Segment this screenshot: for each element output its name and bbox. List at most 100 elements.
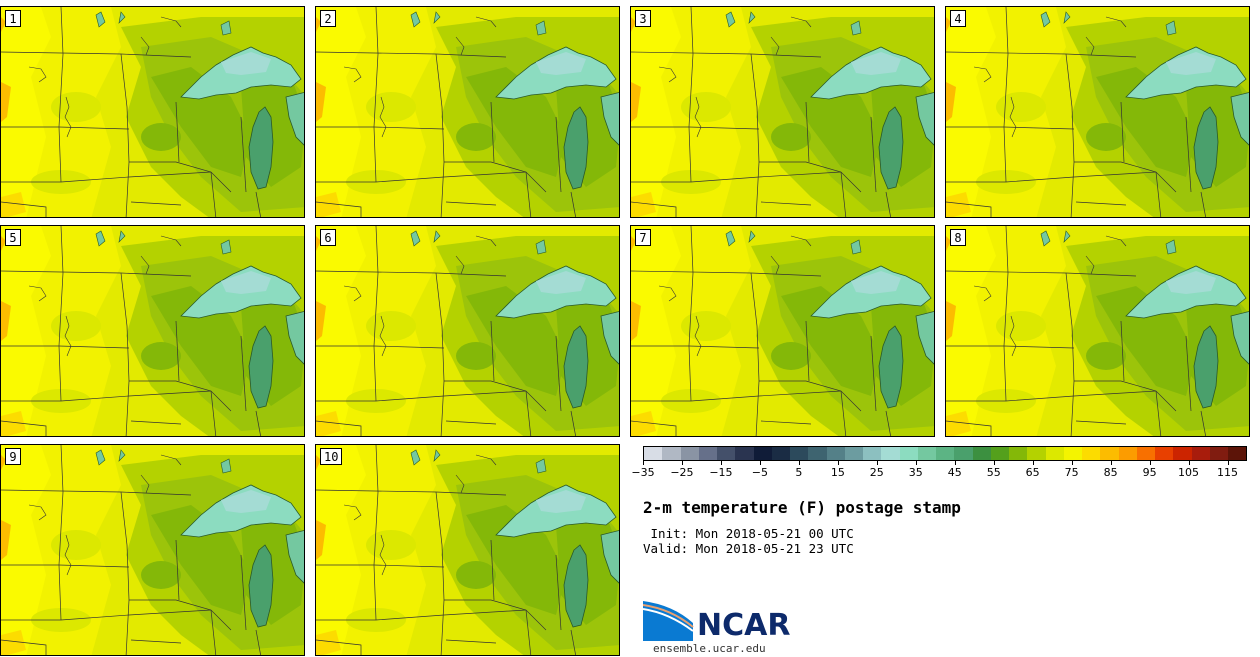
colorbar-swatch	[990, 447, 1009, 460]
colorbar-tick-label: −5	[751, 466, 768, 479]
colorbar-tick-label: 65	[1025, 466, 1040, 479]
colorbar-swatch	[644, 447, 663, 460]
logo-wordmark: NCAR	[697, 608, 791, 643]
ensemble-panel-3: 3	[630, 6, 935, 218]
ensemble-panel-6: 6	[315, 225, 620, 437]
colorbar-swatch	[881, 447, 900, 460]
colorbar-tick-label: 45	[947, 466, 962, 479]
ensemble-panel-8: 8	[945, 225, 1250, 437]
panel-number: 8	[950, 229, 966, 246]
panel-number: 4	[950, 10, 966, 27]
colorbar-swatch	[863, 447, 882, 460]
temperature-colorbar	[643, 446, 1247, 461]
colorbar-swatch	[698, 447, 717, 460]
ensemble-panel-1: 1	[0, 6, 305, 218]
colorbar-tick	[915, 461, 917, 465]
colorbar-tick	[1110, 461, 1112, 465]
colorbar-tick	[643, 461, 644, 465]
colorbar-tick-label: 95	[1142, 466, 1157, 479]
colorbar-swatch	[1118, 447, 1137, 460]
colorbar-swatch	[771, 447, 790, 460]
panel-number: 1	[5, 10, 21, 27]
panel-number: 2	[320, 10, 336, 27]
colorbar-swatch	[1209, 447, 1228, 460]
colorbar-swatch	[1136, 447, 1155, 460]
colorbar-tick	[993, 461, 995, 465]
colorbar-tick	[1149, 461, 1151, 465]
colorbar-tick-label: 75	[1064, 466, 1079, 479]
temperature-map	[316, 226, 619, 436]
colorbar-swatch	[1082, 447, 1101, 460]
colorbar-tick	[681, 461, 683, 465]
colorbar-swatch	[1063, 447, 1082, 460]
colorbar-swatch	[662, 447, 681, 460]
ensemble-panel-7: 7	[630, 225, 935, 437]
colorbar-swatch	[844, 447, 863, 460]
colorbar-swatch	[1045, 447, 1064, 460]
temperature-map	[316, 7, 619, 217]
colorbar-swatch	[1027, 447, 1046, 460]
colorbar-tick-label: −35	[631, 466, 655, 479]
colorbar-tick-label: 25	[869, 466, 884, 479]
colorbar-swatch	[1100, 447, 1119, 460]
colorbar-swatch	[1228, 447, 1247, 460]
colorbar-swatch	[790, 447, 809, 460]
colorbar-tick	[720, 461, 722, 465]
ensemble-panel-9: 9	[0, 444, 305, 656]
colorbar-swatch	[753, 447, 772, 460]
colorbar-tick	[759, 461, 761, 465]
temperature-map	[316, 445, 619, 655]
colorbar-tick-label: 15	[830, 466, 845, 479]
colorbar-tick-label: 35	[908, 466, 923, 479]
site-url: ensemble.ucar.edu	[653, 642, 766, 655]
panel-number: 7	[635, 229, 651, 246]
panel-number: 3	[635, 10, 651, 27]
init-time: Init: Mon 2018-05-21 00 UTC	[643, 526, 854, 541]
ncar-logo-icon	[643, 601, 694, 641]
colorbar-swatch	[972, 447, 991, 460]
colorbar-swatch	[717, 447, 736, 460]
valid-time: Valid: Mon 2018-05-21 23 UTC	[643, 541, 854, 556]
colorbar-tick-label: 55	[986, 466, 1001, 479]
ensemble-panel-5: 5	[0, 225, 305, 437]
colorbar-swatch	[1173, 447, 1192, 460]
temperature-map	[1, 7, 304, 217]
temperature-map	[946, 7, 1249, 217]
colorbar-tick-label: 115	[1217, 466, 1239, 479]
temperature-map	[1, 226, 304, 436]
colorbar-swatch	[917, 447, 936, 460]
colorbar-tick-label: 105	[1178, 466, 1200, 479]
colorbar-swatch	[1009, 447, 1028, 460]
colorbar-tick	[1032, 461, 1034, 465]
temperature-map	[631, 7, 934, 217]
colorbar-tick	[1227, 461, 1229, 465]
colorbar-swatch	[936, 447, 955, 460]
ensemble-panel-4: 4	[945, 6, 1250, 218]
colorbar-ticks: −35 −25 −15 −5 5 15 25 35 45 55 65 75 85 95 105 115	[631, 461, 1247, 481]
ensemble-panel-2: 2	[315, 6, 620, 218]
colorbar-tick	[1188, 461, 1190, 465]
colorbar-tick-label: 85	[1103, 466, 1118, 479]
colorbar-tick	[798, 461, 800, 465]
colorbar-tick	[876, 461, 878, 465]
temperature-map	[946, 226, 1249, 436]
panel-number: 5	[5, 229, 21, 246]
ensemble-panel-10: 10	[315, 444, 620, 656]
colorbar-swatch	[899, 447, 918, 460]
colorbar-tick-label: 5	[795, 466, 803, 479]
colorbar-swatch	[808, 447, 827, 460]
colorbar-swatch	[680, 447, 699, 460]
colorbar-swatch	[735, 447, 754, 460]
figure-title: 2-m temperature (F) postage stamp	[643, 498, 961, 517]
colorbar-tick	[837, 461, 839, 465]
colorbar-tick-label: −15	[709, 466, 733, 479]
panel-number: 9	[5, 448, 21, 465]
colorbar-tick-label: −25	[670, 466, 694, 479]
colorbar-swatch	[826, 447, 845, 460]
panel-number: 6	[320, 229, 336, 246]
colorbar-swatch	[954, 447, 973, 460]
panel-number: 10	[320, 448, 343, 465]
temperature-map	[1, 445, 304, 655]
colorbar-swatch	[1191, 447, 1210, 460]
colorbar-tick	[1071, 461, 1073, 465]
